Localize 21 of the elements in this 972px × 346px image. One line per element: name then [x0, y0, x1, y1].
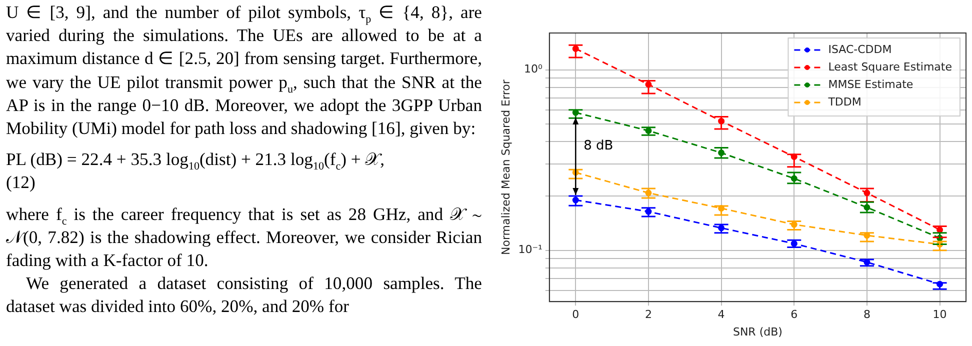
point — [859, 201, 875, 214]
legend-label: TDDM — [827, 95, 862, 108]
text: (12) — [6, 171, 36, 194]
y-tick-label: 10⁻¹ — [518, 243, 542, 256]
text: U ∈ [3, 9], and the number of pilot symbols, τ$_{p}$ ∈ {4, 8}, are varied during the simulations. The UEs are allowed to be at a maximum distance d ∈ [2.5, 20] from sensing target. Furthermore, we vary the UE pilot transmit power p$_{u}$, such that the SNR at the AP is in the range 0−10 dB. Moreover, we adopt the 3GPP Urban Mobility (UMi) model for path loss and shadowing [16], given by: — [6, 2, 482, 138]
x-tick-label: 6 — [790, 308, 798, 322]
text: PL (dB) = 22.4 + 35.3 log$_{10}$(dist) + 21.3 log$_{10}$(f$_{c}$) + 𝒳, — [6, 148, 386, 173]
y-tick-label: 10⁰ — [524, 62, 543, 76]
annotation: 8 dB — [584, 138, 614, 154]
text: We generated a dataset consisting of 10,000 samples. The dataset was divided into 60%, 20%, and 20% for — [6, 272, 482, 318]
x-axis-title: SNR (dB) — [732, 325, 782, 338]
x-tick-label: 10 — [932, 308, 947, 322]
x-tick-label: 2 — [644, 308, 652, 322]
text: where f$_{c}$ is the career frequency that is set as 28 GHz, and 𝒳 ∼ 𝒩(0, 7.82) is the shadowing effect. Moreover, we consider Rician fading with a K-factor of 10. — [6, 202, 482, 272]
legend-label: ISAC-CDDM — [828, 42, 892, 56]
y-axis-title: Normalized Mean Squared Error — [499, 79, 512, 255]
x-tick-label: 4 — [718, 308, 725, 322]
legend-label: Least Square Estimate — [828, 60, 952, 74]
x-tick-label: 8 — [863, 308, 870, 322]
x-tick-label: 0 — [572, 308, 580, 322]
legend-label: MMSE Estimate — [828, 78, 914, 91]
